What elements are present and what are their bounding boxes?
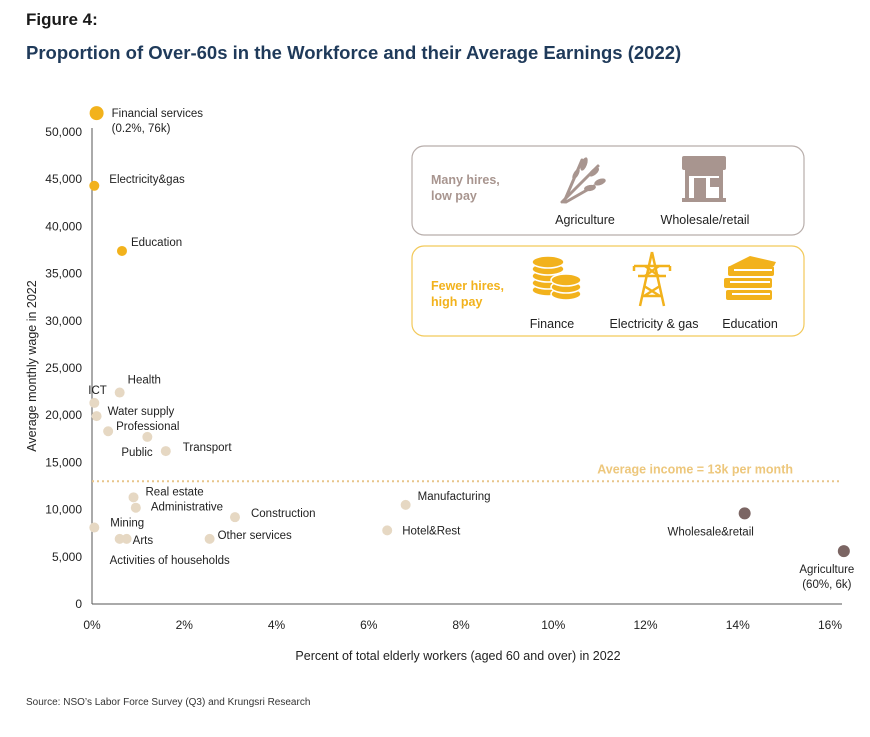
books-icon bbox=[724, 256, 776, 300]
coins-icon bbox=[531, 255, 582, 301]
x-tick-label: 6% bbox=[360, 618, 378, 632]
point-label: Wholesale&retail bbox=[668, 526, 754, 538]
legend-item-finance: Finance bbox=[530, 317, 575, 331]
y-tick-label: 5,000 bbox=[52, 550, 82, 564]
x-tick-label: 0% bbox=[83, 618, 101, 632]
point-hotel-rest bbox=[382, 525, 393, 536]
point-label: Health bbox=[128, 375, 161, 387]
point-label: Activities of households bbox=[110, 555, 230, 567]
point-professional bbox=[103, 426, 114, 437]
x-tick-labels: 0% 2% 4% 6% 8% 10% 12% 14% 16% bbox=[83, 618, 842, 632]
point-label: Real estate bbox=[146, 486, 204, 498]
x-tick-label: 4% bbox=[268, 618, 286, 632]
point-label: Education bbox=[131, 237, 182, 249]
source-note: Source: NSO’s Labor Force Survey (Q3) an… bbox=[26, 697, 311, 708]
x-tick-label: 10% bbox=[541, 618, 565, 632]
legend-box-many-hires-low-pay: Many hires, low pay Agriculture Wholesal… bbox=[411, 145, 805, 236]
point-label: Electricity&gas bbox=[109, 174, 185, 186]
point-note: (0.2%, 76k) bbox=[112, 123, 171, 135]
y-tick-label: 20,000 bbox=[45, 408, 82, 422]
point-administrative bbox=[130, 502, 141, 513]
point-label: Arts bbox=[133, 535, 154, 547]
y-tick-label: 10,000 bbox=[45, 503, 82, 517]
y-tick-label: 45,000 bbox=[45, 172, 82, 186]
point-real-estate bbox=[128, 492, 139, 503]
x-tick-label: 12% bbox=[633, 618, 657, 632]
x-tick-label: 2% bbox=[176, 618, 194, 632]
point-label: Agriculture bbox=[799, 564, 854, 576]
x-tick-label: 14% bbox=[726, 618, 750, 632]
legend-item-wholesale-retail: Wholesale/retail bbox=[661, 213, 750, 227]
legend-item-education: Education bbox=[722, 317, 778, 331]
point-transport bbox=[160, 446, 171, 457]
x-axis-title: Percent of total elderly workers (aged 6… bbox=[295, 649, 620, 663]
point-label: Public bbox=[121, 447, 153, 459]
y-tick-label: 30,000 bbox=[45, 314, 82, 328]
point-label: Manufacturing bbox=[418, 491, 491, 503]
figure-title: Proportion of Over-60s in the Workforce … bbox=[26, 42, 682, 63]
x-tick-label: 16% bbox=[818, 618, 842, 632]
point-electricity-gas bbox=[89, 180, 100, 191]
y-tick-labels: 0 5,000 10,000 15,000 20,000 25,000 30,000 35,0… bbox=[45, 125, 82, 611]
y-tick-label: 40,000 bbox=[45, 219, 82, 233]
point-wholesale-retail bbox=[738, 507, 751, 520]
point-manufacturing bbox=[400, 499, 411, 510]
y-tick-label: 0 bbox=[75, 597, 82, 611]
legend-grey-heading-line2: low pay bbox=[431, 189, 477, 203]
average-income-label: Average income = 13k per month bbox=[597, 462, 793, 476]
legend-yellow-heading-line2: high pay bbox=[431, 295, 482, 309]
point-agriculture bbox=[837, 545, 850, 558]
point-construction bbox=[229, 512, 240, 523]
point-ict bbox=[89, 397, 100, 408]
point-label: Professional bbox=[116, 421, 179, 433]
y-tick-label: 15,000 bbox=[45, 455, 82, 469]
y-tick-label: 35,000 bbox=[45, 267, 82, 281]
figure-label: Figure 4: bbox=[26, 10, 98, 29]
point-education bbox=[116, 245, 127, 256]
legend-grey-heading-line1: Many hires, bbox=[431, 173, 500, 187]
y-tick-label: 25,000 bbox=[45, 361, 82, 375]
wheat-icon bbox=[560, 157, 606, 204]
shop-icon bbox=[682, 156, 726, 202]
point-note: (60%, 6k) bbox=[802, 579, 851, 591]
point-health bbox=[114, 387, 125, 398]
point-label: Financial services bbox=[112, 108, 204, 120]
point-public bbox=[142, 431, 153, 442]
point-label: Transport bbox=[183, 442, 233, 454]
legend-item-electricity-gas: Electricity & gas bbox=[610, 317, 699, 331]
legend-yellow-heading-line1: Fewer hires, bbox=[431, 279, 504, 293]
legend-box-fewer-hires-high-pay: Fewer hires, high pay Finance Electricit… bbox=[411, 245, 805, 337]
point-water-supply bbox=[91, 411, 102, 422]
point-label: Water supply bbox=[108, 406, 175, 418]
point-other-services bbox=[204, 533, 215, 544]
point-label: Hotel&Rest bbox=[402, 525, 461, 537]
point-label: Mining bbox=[110, 518, 144, 530]
x-tick-label: 8% bbox=[452, 618, 470, 632]
point-label: Construction bbox=[251, 508, 316, 520]
pylon-icon bbox=[632, 251, 672, 307]
point-label: Administrative bbox=[151, 502, 223, 514]
point-label: Other services bbox=[218, 530, 292, 542]
point-arts bbox=[114, 533, 125, 544]
point-activities-of-households bbox=[121, 533, 132, 544]
data-points: Financial services (0.2%, 76k) Electricity… bbox=[88, 106, 854, 591]
point-financial-services bbox=[89, 106, 104, 121]
legend-item-agriculture: Agriculture bbox=[555, 213, 615, 227]
point-label: ICT bbox=[88, 385, 107, 397]
y-tick-label: 50,000 bbox=[45, 125, 82, 139]
point-mining bbox=[89, 522, 100, 533]
y-axis-title: Average monthly wage in 2022 bbox=[25, 280, 39, 451]
